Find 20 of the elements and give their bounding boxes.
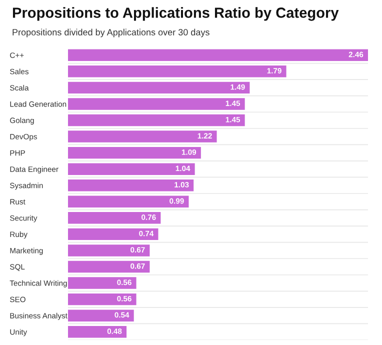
bar <box>68 277 136 289</box>
bar <box>68 326 127 338</box>
chart-subtitle: Propositions divided by Applications over 30 days <box>12 28 210 38</box>
bar <box>68 146 201 159</box>
bar <box>68 180 194 192</box>
bar <box>68 293 136 306</box>
bar <box>68 114 245 126</box>
bar <box>68 130 217 142</box>
bar <box>68 228 158 240</box>
bar <box>68 212 161 224</box>
bar <box>68 49 368 61</box>
bar <box>68 98 245 110</box>
bar <box>68 66 286 78</box>
bar <box>68 260 150 273</box>
bar <box>68 163 195 175</box>
bar <box>68 244 150 256</box>
chart-title: Propositions to Applications Ratio by Category <box>12 7 339 21</box>
bar <box>68 82 250 94</box>
bar <box>68 310 134 322</box>
bar <box>68 196 189 208</box>
